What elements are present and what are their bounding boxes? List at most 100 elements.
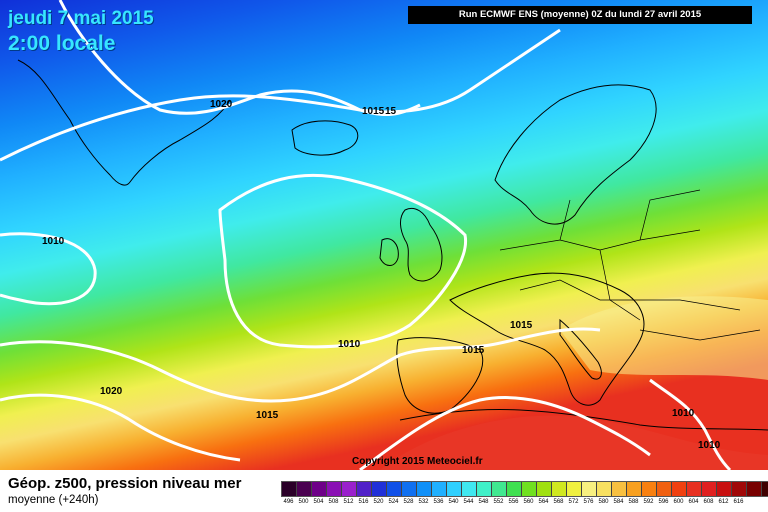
uk-coast (400, 207, 443, 282)
color-scale-tick: 560 (523, 499, 534, 505)
legend-subtitle: moyenne (+240h) (8, 494, 99, 506)
isobar-label-15-north: 15 (385, 106, 397, 117)
color-scale-tick: 516 (358, 499, 369, 505)
isobar-label-1020-southwest: 1020 (100, 386, 123, 397)
isobar-1010-low (0, 232, 97, 306)
color-swatch (387, 482, 402, 496)
color-scale-tick: 564 (538, 499, 549, 505)
color-scale-tick: 524 (388, 499, 399, 505)
legend-panel: Géop. z500, pression niveau mer moyenne … (0, 470, 768, 512)
europe-borders (499, 189, 761, 341)
isobar-label-1015-north: 1015 (362, 106, 385, 117)
color-swatch (507, 482, 522, 496)
color-scale-tick: 596 (658, 499, 669, 505)
weather-map: 1020 1015 15 1010 1010 1020 1015 1015 10… (0, 0, 768, 470)
color-swatch (447, 482, 462, 496)
color-swatch (492, 482, 507, 496)
color-swatch (312, 482, 327, 496)
color-swatch (687, 482, 702, 496)
color-scale-tick: 500 (298, 499, 309, 505)
color-swatch (432, 482, 447, 496)
copyright-text: Copyright 2015 Meteociel.fr (352, 456, 483, 467)
color-scale-tick: 508 (328, 499, 339, 505)
color-swatch (717, 482, 732, 496)
color-scale-tick: 552 (493, 499, 504, 505)
color-swatch (642, 482, 657, 496)
color-scale-tick: 556 (508, 499, 519, 505)
color-scale-tick: 584 (613, 499, 624, 505)
color-swatch (732, 482, 747, 496)
isobar-label-1010-west: 1010 (42, 236, 65, 247)
isobar-1020-south (0, 393, 241, 462)
color-swatch (747, 482, 762, 496)
isobar-1015-north (0, 28, 561, 162)
color-swatch (327, 482, 342, 496)
color-swatch (582, 482, 597, 496)
run-info: Run ECMWF ENS (moyenne) 0Z du lundi 27 a… (408, 6, 752, 24)
greenland-coast (17, 59, 231, 186)
color-scale-tick: 540 (448, 499, 459, 505)
iceland-coast (291, 120, 359, 156)
color-scale-tick: 600 (673, 499, 684, 505)
color-scale (281, 481, 768, 497)
isobar-label-1015-south: 1015 (256, 410, 279, 421)
color-scale-tick: 544 (463, 499, 474, 505)
isobar-label-1010-central: 1010 (338, 339, 361, 350)
color-scale-tick: 520 (373, 499, 384, 505)
color-swatch (282, 482, 297, 496)
forecast-time: 2:00 locale (8, 32, 116, 55)
italy-coast (559, 318, 602, 380)
ireland-coast (379, 238, 399, 266)
isobar-label-1010-east-1: 1010 (672, 408, 695, 419)
isobar-1010-east (649, 378, 732, 470)
color-scale-tick: 588 (628, 499, 639, 505)
color-swatch (402, 482, 417, 496)
scandinavia-coast (494, 84, 657, 225)
color-scale-tick: 536 (433, 499, 444, 505)
geopotential-field (0, 0, 768, 470)
color-scale-tick: 608 (703, 499, 714, 505)
color-scale-tick: 548 (478, 499, 489, 505)
color-scale-tick: 496 (283, 499, 294, 505)
color-swatch (357, 482, 372, 496)
iberia-coast (396, 337, 484, 414)
color-scale-tick: 568 (553, 499, 564, 505)
legend-title: Géop. z500, pression niveau mer (8, 475, 242, 492)
color-scale-tick: 532 (418, 499, 429, 505)
color-swatch (372, 482, 387, 496)
color-swatch (342, 482, 357, 496)
color-swatch (612, 482, 627, 496)
color-swatch (762, 482, 768, 496)
color-scale-tick: 604 (688, 499, 699, 505)
color-scale-tick: 580 (598, 499, 609, 505)
isobar-label-1020-north: 1020 (210, 99, 233, 110)
forecast-date: jeudi 7 mai 2015 (8, 8, 154, 29)
color-swatch (297, 482, 312, 496)
isobar-label-1010-east-2: 1010 (698, 440, 721, 451)
color-swatch (672, 482, 687, 496)
isobar-label-1015-iberia: 1015 (462, 345, 485, 356)
color-swatch (522, 482, 537, 496)
color-swatch (627, 482, 642, 496)
color-scale-tick: 592 (643, 499, 654, 505)
color-swatch (477, 482, 492, 496)
isobar-1010-central (218, 173, 468, 349)
ridge-east (560, 296, 768, 380)
color-scale-tick: 616 (733, 499, 744, 505)
color-scale-tick: 504 (313, 499, 324, 505)
color-swatch (537, 482, 552, 496)
color-scale-tick: 572 (568, 499, 579, 505)
isobar-label-1015-france: 1015 (510, 320, 533, 331)
color-scale-tick: 612 (718, 499, 729, 505)
color-scale-tick: 528 (403, 499, 414, 505)
color-swatch (702, 482, 717, 496)
isobars (0, 0, 730, 470)
color-scale-tick: 512 (343, 499, 354, 505)
isobar-1015-south (0, 327, 601, 403)
color-swatch (552, 482, 567, 496)
color-scale-tick: 576 (583, 499, 594, 505)
warm-core-south (380, 415, 768, 470)
color-scale-ticks: 496 500 504 508 512 516 520 524 528 532 536 540 544 5… (281, 499, 746, 505)
color-swatch (567, 482, 582, 496)
isobar-1015-africa (359, 396, 651, 470)
